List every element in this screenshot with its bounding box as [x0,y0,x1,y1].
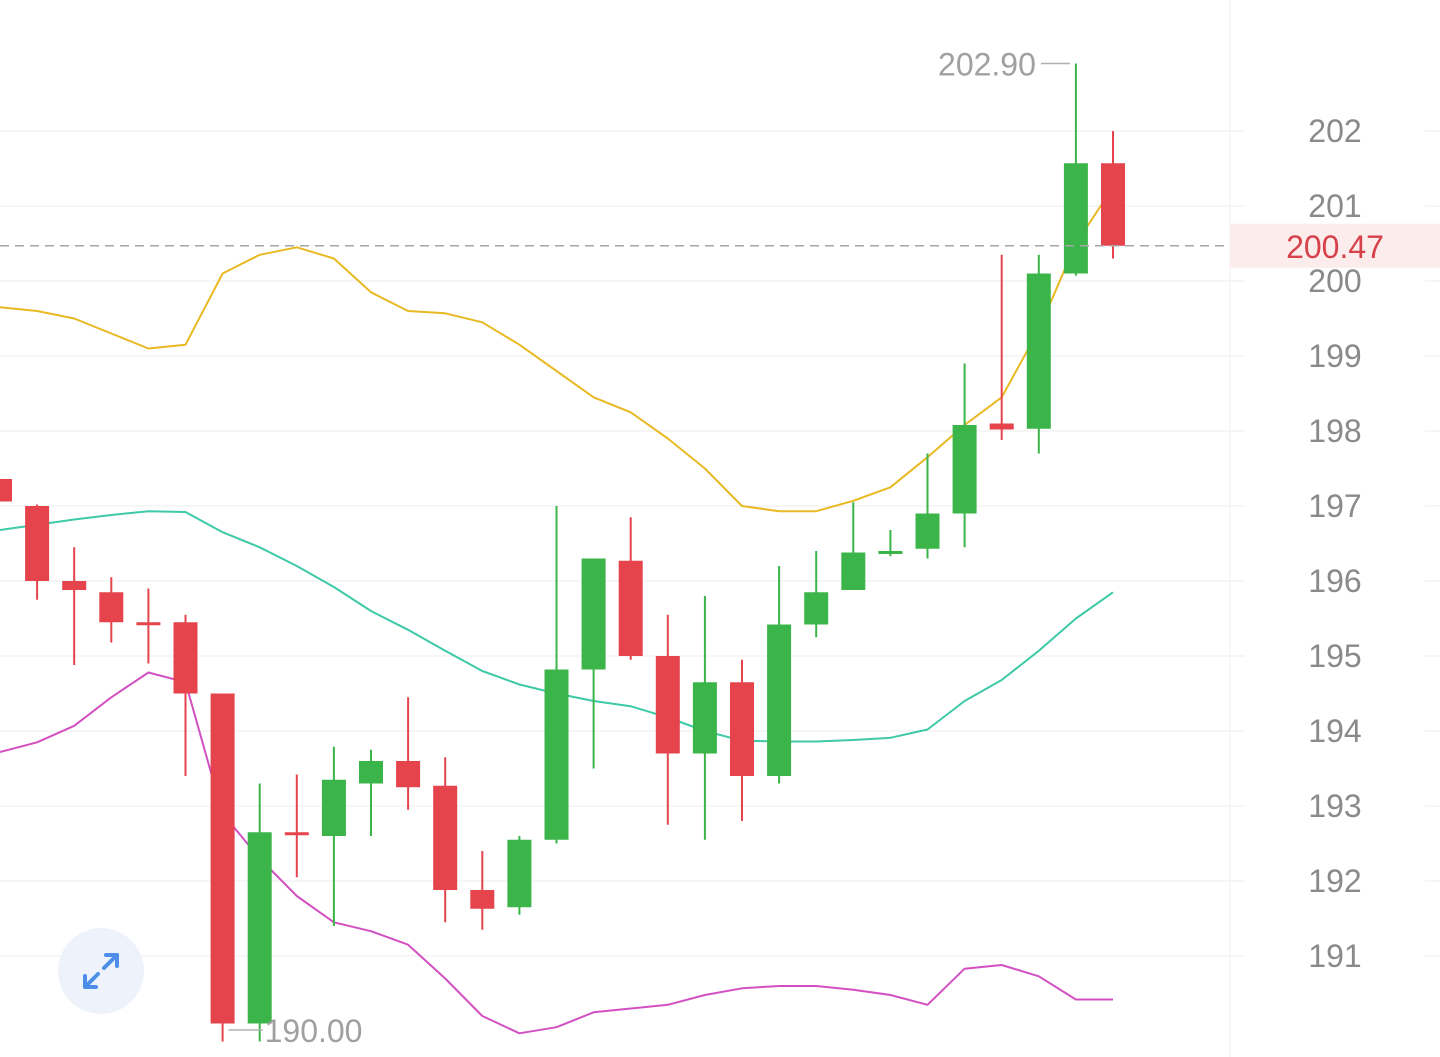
candle-up [841,552,866,590]
candle-up [804,592,829,625]
candle-up [878,551,903,554]
candle-down [730,682,754,776]
candle-down [173,622,198,694]
candle-up [952,425,977,514]
y-tick-label: 191 [1308,938,1361,974]
y-tick-label: 200 [1308,263,1361,299]
candle-up [581,558,606,670]
candle-down [62,581,87,590]
y-tick-label: 196 [1308,563,1361,599]
candle-up [544,669,569,840]
candle-down [25,506,50,581]
candle-down [989,423,1014,430]
y-tick-label: 201 [1308,188,1361,224]
y-tick-label: 197 [1308,488,1361,524]
candle-down [284,832,309,836]
y-tick-label: 194 [1308,713,1361,749]
candle-up [1026,273,1051,429]
candle-down [210,693,235,1024]
candle-down [0,479,12,502]
y-tick-label: 195 [1308,638,1361,674]
candle-down [136,622,161,626]
y-tick-label: 198 [1308,413,1361,449]
candle-down [618,560,643,656]
expand-chart-button[interactable] [58,928,144,1014]
candle-down [1101,163,1125,246]
candle-up [767,624,792,776]
candle-up [321,779,346,836]
candle-up [507,839,532,908]
last-price-tag [1230,223,1440,268]
upper-band-line [0,186,1114,513]
candle-up [915,513,940,549]
candle-up [1063,163,1088,274]
y-tick-label: 192 [1308,863,1361,899]
candle-down [99,592,124,623]
candle-up [359,761,383,784]
last-price-label: 200.47 [1286,229,1384,265]
low-marker-label: 190.00 [265,1013,363,1049]
y-tick-label: 199 [1308,338,1361,374]
candle-down [655,656,680,754]
y-tick-label: 193 [1308,788,1361,824]
candle-down [470,890,495,909]
candle-down [433,785,458,890]
high-marker-label: 202.90 [938,47,1036,83]
y-tick-label: 202 [1308,113,1361,149]
candle-down [396,761,421,788]
candle-up [692,682,717,754]
expand-arrows-icon [83,953,119,989]
candle-up [247,832,272,1024]
